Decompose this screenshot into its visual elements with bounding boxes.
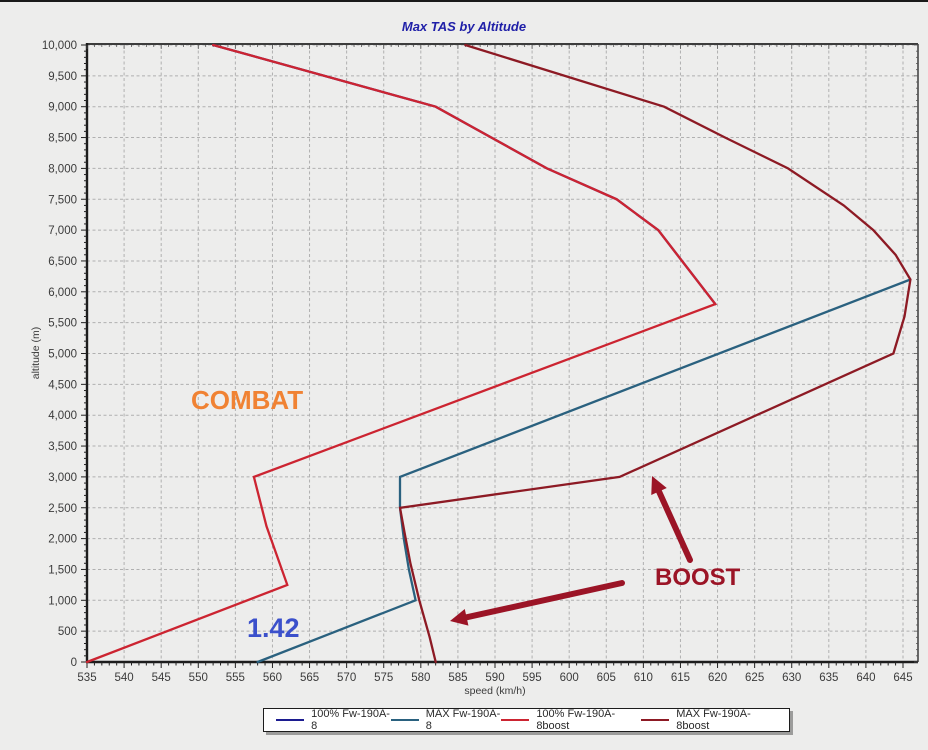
x-tick-label: 640 (856, 672, 875, 684)
legend-item: 100% Fw-190A-8 (276, 708, 391, 732)
legend-label: 100% Fw-190A-8 (311, 708, 390, 732)
series-line-1 (256, 278, 912, 664)
y-tick-label: 7,500 (48, 194, 77, 206)
y-tick-label: 6,500 (48, 256, 77, 268)
y-tick-label: 7,000 (48, 225, 77, 237)
y-tick-label: 500 (58, 626, 77, 638)
x-tick-label: 560 (263, 672, 282, 684)
series-line-0 (211, 43, 717, 306)
x-tick-label: 615 (671, 672, 690, 684)
x-tick-label: 570 (337, 672, 356, 684)
legend-line-swatch-icon (501, 718, 530, 722)
series-line-2 (85, 43, 718, 664)
y-tick-label: 3,000 (48, 472, 77, 484)
y-tick-label: 1,000 (48, 595, 77, 607)
x-tick-label: 620 (708, 672, 727, 684)
x-tick-label: 580 (411, 672, 430, 684)
y-tick-label: 6,000 (48, 287, 77, 299)
chart-title: Max TAS by Altitude (401, 19, 527, 34)
legend-label: MAX Fw-190A-8 (425, 708, 501, 732)
x-tick-label: 605 (597, 672, 616, 684)
legend-item: MAX Fw-190A-8boost (641, 708, 777, 732)
y-tick-label: 1,500 (48, 564, 77, 576)
boost-arrow-left-head-icon (450, 609, 469, 626)
x-tick-label: 625 (745, 672, 764, 684)
boost-arrow-up-shaft (654, 485, 693, 563)
series-line-3 (398, 43, 912, 664)
x-tick-label: 545 (152, 672, 171, 684)
y-tick-label: 3,500 (48, 441, 77, 453)
legend-item: 100% Fw-190A-8boost (501, 708, 641, 732)
y-tick-label: 2,000 (48, 534, 77, 546)
y-tick-label: 0 (71, 657, 77, 669)
y-tick-label: 9,500 (48, 71, 77, 83)
y-tick-label: 4,500 (48, 379, 77, 391)
x-tick-label: 610 (634, 672, 653, 684)
annotation-1-42-ata: 1.42 (247, 613, 300, 643)
x-tick-label: 540 (114, 672, 133, 684)
y-tick-label: 5,000 (48, 349, 77, 361)
y-tick-label: 8,500 (48, 133, 77, 145)
x-tick-label: 585 (448, 672, 467, 684)
y-tick-label: 5,500 (48, 318, 77, 330)
y-tick-label: 8,000 (48, 163, 77, 175)
legend-label: 100% Fw-190A-8boost (536, 708, 616, 732)
y-tick-label: 4,000 (48, 410, 77, 422)
y-axis-title: altitude (m) (30, 326, 42, 380)
x-tick-label: 635 (819, 672, 838, 684)
boost-arrow-left-shaft (460, 580, 625, 621)
legend-line-swatch-icon (641, 718, 670, 722)
legend-label: MAX Fw-190A-8boost (676, 708, 751, 732)
y-tick-label: 9,000 (48, 102, 77, 114)
x-tick-label: 565 (300, 672, 319, 684)
y-tick-label: 2,500 (48, 503, 77, 515)
annotation-combat: COMBAT (191, 385, 304, 415)
x-tick-label: 630 (782, 672, 801, 684)
x-tick-label: 555 (226, 672, 245, 684)
y-tick-label: 10,000 (42, 40, 77, 52)
x-tick-label: 535 (77, 672, 96, 684)
x-tick-label: 600 (560, 672, 579, 684)
x-tick-label: 645 (893, 672, 912, 684)
x-axis-title: speed (km/h) (464, 685, 526, 697)
legend-line-swatch-icon (390, 718, 419, 722)
boost-arrow-up-head-icon (651, 476, 667, 495)
x-tick-label: 595 (522, 672, 541, 684)
x-tick-label: 550 (189, 672, 208, 684)
x-tick-label: 575 (374, 672, 393, 684)
annotation-boost: BOOST (655, 564, 741, 591)
legend-item: MAX Fw-190A-8 (390, 708, 502, 732)
legend-line-swatch-icon (276, 718, 305, 722)
x-tick-label: 590 (485, 672, 504, 684)
legend: 100% Fw-190A-8 MAX Fw-190A-8 100% Fw-190A-… (263, 708, 790, 732)
